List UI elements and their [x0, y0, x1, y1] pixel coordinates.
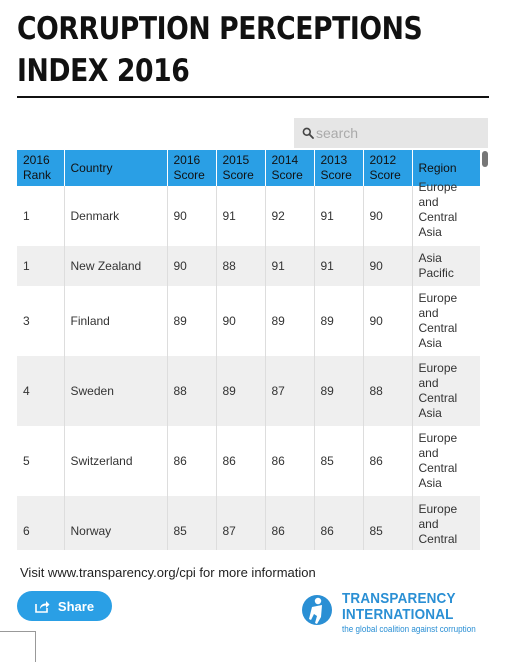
column-header-region[interactable]: Region: [412, 150, 480, 186]
cell-score-2014: 86: [265, 426, 315, 496]
cell-score-2015: 91: [216, 186, 266, 246]
title-divider: [17, 96, 489, 98]
cell-score-2016: 89: [167, 286, 217, 356]
cpi-table: 2016 Rank Country 2016 Score 2015 Score 201…: [17, 150, 480, 550]
cell-score-2015: 89: [216, 356, 266, 426]
cell-score-2013: 85: [314, 426, 364, 496]
logo-name: TRANSPARENCY INTERNATIONAL: [342, 590, 456, 623]
cell-score-2013: 89: [314, 286, 364, 356]
column-header-score-2014[interactable]: 2014 Score: [265, 150, 315, 186]
cell-score-2014: 91: [265, 246, 315, 286]
table-row: 4 Sweden 88 89 87 89 88 Europe and Central…: [17, 356, 480, 426]
cell-score-2012: 90: [363, 186, 413, 246]
cell-rank: 1: [17, 246, 65, 286]
cell-score-2016: 90: [167, 246, 217, 286]
cell-score-2012: 88: [363, 356, 413, 426]
cell-rank: 3: [17, 286, 65, 356]
cell-country: Switzerland: [64, 426, 168, 496]
cell-rank: 1: [17, 186, 65, 246]
cell-rank: 4: [17, 356, 65, 426]
cell-country: Denmark: [64, 186, 168, 246]
column-header-rank[interactable]: 2016 Rank: [17, 150, 65, 186]
ti-figure-icon: [302, 595, 332, 625]
cell-region: Europe and Central Asia: [412, 286, 480, 356]
cell-score-2016: 86: [167, 426, 217, 496]
cell-region: Europe and Central: [412, 496, 480, 550]
table-scrollbar[interactable]: [481, 150, 489, 550]
cell-country: Sweden: [64, 356, 168, 426]
cell-score-2016: 85: [167, 496, 217, 550]
cell-score-2016: 88: [167, 356, 217, 426]
column-header-score-2015[interactable]: 2015 Score: [216, 150, 266, 186]
cell-score-2012: 90: [363, 246, 413, 286]
share-icon: [35, 600, 50, 613]
cell-score-2015: 87: [216, 496, 266, 550]
table-row: 5 Switzerland 86 86 86 85 86 Europe and Ce…: [17, 426, 480, 496]
cell-score-2013: 91: [314, 246, 364, 286]
cell-rank: 6: [17, 496, 65, 550]
cell-score-2015: 88: [216, 246, 266, 286]
cell-region: Europe and Central Asia: [412, 180, 480, 246]
cell-region: Europe and Central Asia: [412, 426, 480, 496]
cell-region: Europe and Central Asia: [412, 356, 480, 426]
table-row: 1 New Zealand 90 88 91 91 90 Asia Pacific: [17, 246, 480, 286]
cell-country: Norway: [64, 496, 168, 550]
column-header-score-2012[interactable]: 2012 Score: [363, 150, 413, 186]
transparency-international-logo[interactable]: TRANSPARENCY INTERNATIONAL the global co…: [300, 590, 490, 640]
search-input[interactable]: [316, 125, 476, 141]
page-title-line2: INDEX 2016: [17, 53, 190, 89]
table-header-row: 2016 Rank Country 2016 Score 2015 Score 201…: [17, 150, 480, 186]
cell-score-2012: 86: [363, 426, 413, 496]
cell-score-2015: 90: [216, 286, 266, 356]
table-row: 1 Denmark 90 91 92 91 90 Europe and Centra…: [17, 180, 480, 246]
column-header-score-2016[interactable]: 2016 Score: [167, 150, 217, 186]
cell-region: Asia Pacific: [412, 246, 480, 286]
cell-score-2014: 89: [265, 286, 315, 356]
search-box[interactable]: [294, 118, 488, 148]
column-header-score-2013[interactable]: 2013 Score: [314, 150, 364, 186]
share-label: Share: [57, 598, 95, 614]
table-row: 6 Norway 85 87 86 86 85 Europe and Central: [17, 496, 480, 550]
page-title-line1: CORRUPTION PERCEPTIONS: [17, 11, 423, 47]
cell-score-2012: 85: [363, 496, 413, 550]
corner-frame: [0, 631, 36, 662]
table-row: 3 Finland 89 90 89 89 90 Europe and Centra…: [17, 286, 480, 356]
cell-score-2014: 87: [265, 356, 315, 426]
scrollbar-thumb[interactable]: [482, 151, 488, 167]
more-info-text: Visit www.transparency.org/cpi for more …: [20, 565, 316, 580]
cell-score-2012: 90: [363, 286, 413, 356]
cell-score-2014: 92: [265, 186, 315, 246]
cell-score-2015: 86: [216, 426, 266, 496]
cell-country: New Zealand: [64, 246, 168, 286]
cell-score-2016: 90: [167, 186, 217, 246]
cell-score-2013: 86: [314, 496, 364, 550]
cpi-table-container[interactable]: 2016 Rank Country 2016 Score 2015 Score 201…: [17, 150, 480, 550]
share-button[interactable]: Share: [17, 591, 112, 621]
logo-tagline: the global coalition against corruption: [342, 624, 476, 634]
cell-rank: 5: [17, 426, 65, 496]
cell-country: Finland: [64, 286, 168, 356]
cell-score-2014: 86: [265, 496, 315, 550]
cell-score-2013: 91: [314, 186, 364, 246]
cell-score-2013: 89: [314, 356, 364, 426]
search-icon: [302, 127, 314, 139]
column-header-country[interactable]: Country: [64, 150, 168, 186]
page-title: CORRUPTION PERCEPTIONS INDEX 2016: [17, 8, 423, 92]
